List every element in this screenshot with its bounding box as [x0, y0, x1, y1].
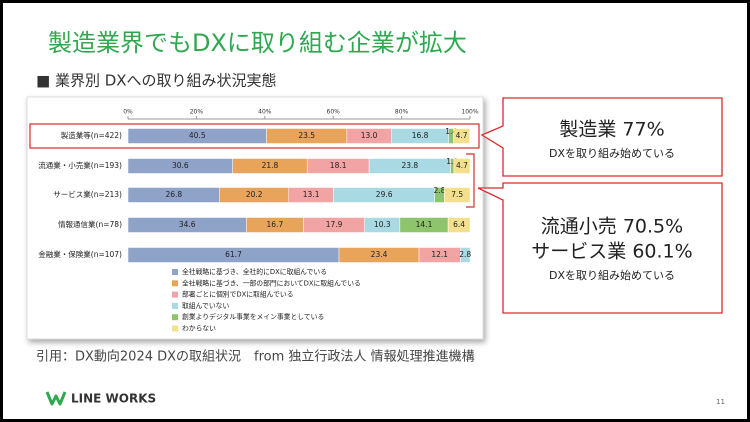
data-label: 7.5 [451, 190, 463, 199]
slide-subtitle: ■ 業界別 DXへの取り組み状況実態 [36, 72, 277, 90]
x-tick-label: 80% [395, 109, 409, 116]
data-label: 17.9 [326, 220, 343, 229]
x-tick-label: 40% [258, 109, 272, 116]
data-label: 40.5 [189, 131, 206, 140]
callout-headline: 製造業 77% [559, 119, 664, 141]
category-label: 流通業・小売業(n=193) [38, 160, 122, 170]
data-label: 6.4 [453, 220, 465, 229]
category-label: 金融業・保険業(n=107) [38, 249, 122, 259]
bar-segment [453, 158, 471, 174]
data-label: 23.4 [371, 250, 388, 259]
data-label: 12.1 [431, 250, 448, 259]
data-label: 2.8 [459, 250, 471, 259]
highlight-bracket [466, 153, 475, 208]
callout-box [477, 182, 723, 314]
legend-swatch [172, 302, 178, 309]
data-label: 23.8 [401, 161, 418, 170]
callout-note: DXを取り組み始めている [549, 146, 675, 160]
data-label: 21.8 [262, 161, 279, 170]
data-label: 34.6 [179, 220, 196, 229]
data-label: 10.3 [374, 220, 391, 229]
data-label: 16.7 [267, 220, 284, 229]
legend-label: 全社戦略に基づき、全社的にDXに取組んでいる [182, 267, 327, 276]
slide-title: 製造業界でもDXに取り組む企業が拡大 [48, 29, 467, 57]
logo-mark [45, 391, 67, 406]
category-label: 情報通信業(n=78) [58, 219, 122, 229]
x-tick-label: 20% [190, 109, 204, 116]
citation: 引用：DX動向2024 DXの取組状況 from 独立行政法人 情報処理推進機構 [36, 349, 475, 365]
category-label: サービス業(n=213) [53, 189, 122, 199]
x-tick-label: 60% [327, 109, 341, 116]
data-label: 29.6 [376, 190, 393, 199]
highlight-box [29, 123, 480, 149]
callout-headline: サービス業 60.1% [531, 241, 692, 263]
data-label: 13.1 [303, 190, 320, 199]
legend-label: 全社戦略に基づき、一部の部門においてDXに取組んでいる [182, 278, 361, 287]
x-tick-label: 100% [461, 109, 478, 116]
data-label: 13.0 [361, 131, 378, 140]
data-label: 61.7 [225, 250, 242, 259]
legend-label: 創業よりデジタル事業をメイン事業としている [182, 312, 324, 321]
data-label: 18.1 [330, 161, 347, 170]
legend-label: わからない [182, 325, 216, 333]
data-label: 2.8 [434, 186, 446, 195]
data-label: 4.7 [456, 161, 468, 170]
legend-swatch [172, 280, 178, 287]
legend-label: 取組んでいない [182, 301, 229, 310]
callout-note: DXを取り組み始めている [549, 268, 675, 282]
data-label: 26.8 [165, 190, 182, 199]
bar-segment [453, 128, 470, 144]
data-label: 16.8 [412, 131, 429, 140]
chart: 0% 20% 40% 60% 80% 100% 製造業等(n=422) 40.5 23.5 13.… [38, 109, 479, 333]
bar-segment [460, 247, 471, 263]
bar-segment [447, 217, 471, 233]
legend-swatch [172, 325, 178, 332]
data-label: 1.0 [446, 157, 458, 166]
data-label: 23.5 [298, 131, 315, 140]
legend-swatch [172, 291, 178, 298]
data-label: 20.2 [246, 190, 263, 199]
x-tick-label: 0% [123, 109, 133, 116]
callout-headline: 流通小売 70.5% [541, 216, 683, 238]
legend-label: 部署ごとに個別でDXに取組んでいる [182, 290, 294, 299]
category-label: 製造業等(n=422) [61, 130, 122, 140]
page-number: 11 [716, 398, 725, 406]
callout-box [480, 97, 723, 177]
bar-segment [444, 187, 471, 203]
data-label: 1.4 [445, 127, 457, 136]
legend-swatch [172, 269, 178, 275]
logo: LINE WORKS [71, 392, 156, 406]
data-label: 30.6 [172, 161, 189, 170]
legend-swatch [172, 314, 178, 321]
data-label: 14.1 [416, 220, 433, 229]
data-label: 4.7 [456, 131, 468, 140]
